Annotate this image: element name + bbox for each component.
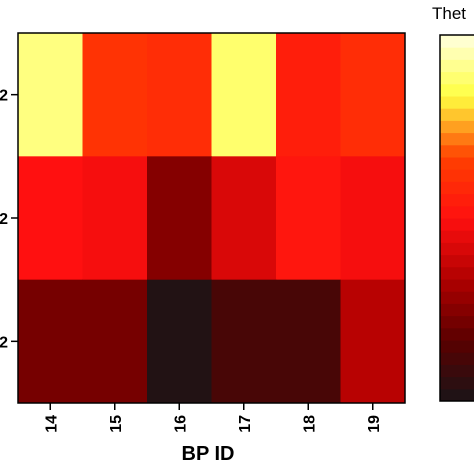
colorbar-band: [440, 340, 474, 353]
colorbar-band: [440, 254, 474, 268]
colorbar-band: [440, 327, 474, 341]
heat-cell: [82, 156, 148, 281]
colorbar-band: [440, 35, 474, 48]
colorbar-title: Thet: [432, 4, 466, 23]
heat-cell: [82, 33, 148, 157]
x-tick-label: 18: [301, 415, 318, 433]
y-tick-label: 2: [0, 211, 8, 228]
heat-cell: [340, 156, 406, 281]
colorbar-band: [440, 144, 474, 158]
heat-cell: [276, 156, 341, 281]
heat-cell: [340, 279, 406, 404]
x-tick-label: 15: [108, 415, 125, 433]
colorbar-band: [440, 193, 474, 207]
heat-cell: [211, 279, 277, 404]
x-axis-label: BP ID: [182, 443, 235, 465]
colorbar-band: [440, 364, 474, 378]
colorbar-band: [440, 108, 474, 121]
colorbar-band: [440, 132, 474, 146]
colorbar-band: [440, 205, 474, 219]
colorbar-band: [440, 376, 474, 390]
colorbar-band: [440, 71, 474, 85]
colorbar-band: [440, 291, 474, 304]
heat-cell: [18, 33, 83, 157]
x-tick-label: 14: [43, 415, 60, 433]
y-tick-label: 2: [0, 88, 8, 105]
x-tick-label: 17: [237, 415, 254, 433]
colorbar-band: [440, 83, 474, 97]
colorbar-band: [440, 230, 474, 243]
colorbar-band: [440, 266, 474, 280]
heat-cell: [276, 279, 341, 404]
heat-cell: [18, 279, 83, 404]
heat-cell: [147, 33, 212, 157]
colorbar-band: [440, 157, 474, 170]
colorbar-band: [440, 96, 474, 109]
heat-cell: [211, 156, 277, 281]
colorbar-band: [440, 352, 474, 365]
colorbar-band: [440, 279, 474, 292]
heat-cell: [340, 33, 406, 157]
heat-cell: [276, 33, 341, 157]
colorbar-band: [440, 388, 474, 402]
colorbar-band: [440, 242, 474, 256]
x-tick-label: 19: [366, 415, 383, 433]
colorbar-band: [440, 120, 474, 134]
colorbar-band: [440, 47, 474, 60]
colorbar-band: [440, 218, 474, 231]
colorbar-band: [440, 303, 474, 317]
heat-cell: [147, 279, 212, 404]
heat-cell: [147, 156, 212, 281]
colorbar-frame: [439, 34, 474, 402]
x-tick-label: 16: [172, 415, 189, 433]
heat-cell: [82, 279, 148, 404]
y-tick-label: 2: [0, 334, 8, 351]
colorbar-band: [440, 59, 474, 73]
heat-cell: [211, 33, 277, 157]
heat-cell: [18, 156, 83, 281]
colorbar-band: [440, 315, 474, 329]
colorbar-band: [440, 169, 474, 182]
colorbar-band: [440, 181, 474, 195]
